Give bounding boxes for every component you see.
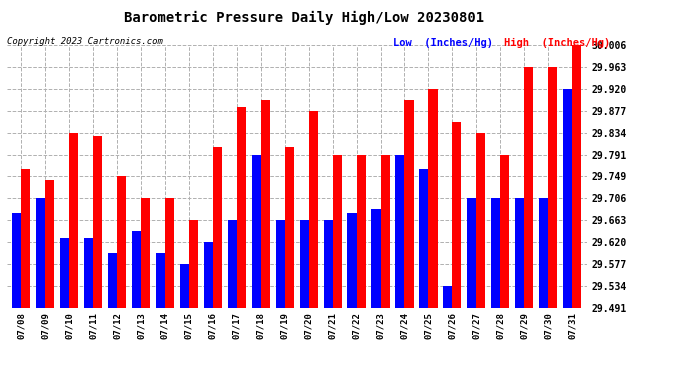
Bar (548, 67, 558, 308)
Bar (371, 209, 380, 308)
Bar (46, 180, 55, 308)
Bar (491, 198, 500, 308)
Bar (404, 100, 413, 308)
Bar (237, 107, 246, 308)
Bar (428, 89, 437, 308)
Bar (275, 220, 285, 308)
Bar (69, 133, 78, 308)
Bar (117, 176, 126, 308)
Bar (539, 198, 548, 308)
Text: Copyright 2023 Cartronics.com: Copyright 2023 Cartronics.com (7, 38, 163, 46)
Bar (443, 286, 453, 308)
Bar (380, 154, 390, 308)
Bar (453, 122, 462, 308)
Bar (395, 154, 404, 308)
Bar (84, 238, 93, 308)
Bar (467, 198, 476, 308)
Bar (132, 231, 141, 308)
Bar (348, 213, 357, 308)
Bar (165, 198, 174, 308)
Bar (156, 253, 165, 308)
Bar (60, 238, 69, 308)
Bar (213, 147, 222, 308)
Bar (12, 213, 21, 308)
Bar (515, 198, 524, 308)
Bar (420, 170, 428, 308)
Bar (299, 220, 308, 308)
Bar (524, 67, 533, 308)
Bar (563, 89, 572, 308)
Bar (476, 133, 486, 308)
Text: High  (Inches/Hg): High (Inches/Hg) (504, 38, 610, 48)
Bar (252, 154, 261, 308)
Bar (36, 198, 46, 308)
Bar (308, 111, 318, 308)
Bar (108, 253, 117, 308)
Bar (204, 242, 213, 308)
Text: Low  (Inches/Hg): Low (Inches/Hg) (393, 38, 493, 48)
Bar (324, 220, 333, 308)
Bar (93, 136, 102, 308)
Bar (357, 154, 366, 308)
Bar (333, 154, 342, 308)
Bar (141, 198, 150, 308)
Bar (500, 154, 509, 308)
Bar (261, 100, 270, 308)
Text: Barometric Pressure Daily High/Low 20230801: Barometric Pressure Daily High/Low 20230… (124, 11, 484, 26)
Bar (21, 170, 30, 308)
Bar (180, 264, 189, 308)
Bar (189, 220, 198, 308)
Bar (228, 220, 237, 308)
Bar (285, 147, 294, 308)
Bar (572, 45, 581, 308)
